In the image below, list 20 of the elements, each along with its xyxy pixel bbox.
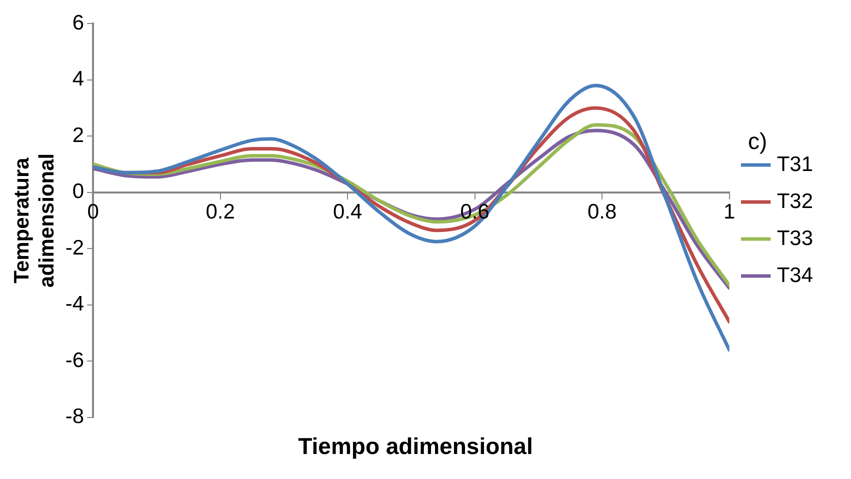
x-tick-label: 0.2 (206, 200, 235, 224)
text: c) (748, 128, 768, 155)
legend-label: T34 (776, 264, 814, 287)
y-tick-label: -6 (65, 348, 84, 372)
y-axis-title: Temperatura adimensional (10, 153, 59, 288)
y-tick-label: 0 (72, 180, 84, 204)
x-tick-label: 0.8 (587, 200, 617, 224)
x-tick-label: 0.4 (332, 200, 362, 224)
y-tick-label: 6 (72, 11, 84, 34)
y-tick-label: 4 (72, 68, 84, 91)
legend-label: T33 (776, 226, 813, 250)
legend-label: T32 (776, 190, 813, 213)
y-tick-label: -4 (65, 292, 84, 316)
x-tick-label: 1 (723, 200, 736, 224)
y-tick-label: -2 (65, 236, 84, 260)
x-axis-title: Tiempo adimensional (297, 433, 534, 460)
x-tick-label: 0 (87, 200, 99, 224)
legend-label: T31 (776, 152, 813, 176)
y-tick-label: -8 (65, 405, 84, 428)
y-tick-label: 2 (72, 124, 84, 147)
